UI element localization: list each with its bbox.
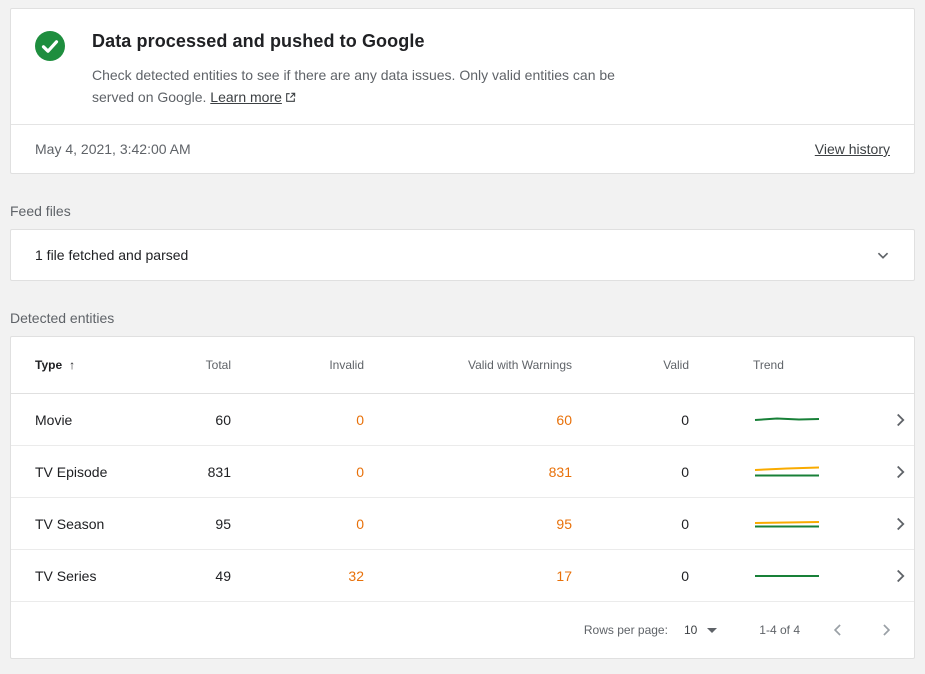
last-run-timestamp: May 4, 2021, 3:42:00 AM	[35, 141, 191, 157]
entity-type: TV Series	[35, 567, 97, 584]
feed-files-section-label: Feed files	[10, 203, 71, 219]
trend-sparkline	[689, 412, 889, 428]
column-header-valid[interactable]: Valid	[663, 358, 689, 372]
table-row[interactable]: Movie 60 0 60 0	[11, 394, 914, 446]
learn-more-link[interactable]: Learn more	[210, 89, 296, 105]
column-header-valid-with-warnings[interactable]: Valid with Warnings	[467, 358, 572, 372]
entity-valid-with-warnings: 831	[548, 463, 572, 480]
column-header-total[interactable]: Total	[205, 358, 231, 372]
previous-page-button[interactable]	[828, 620, 848, 640]
table-row[interactable]: TV Season 95 0 95 0	[11, 498, 914, 550]
entity-invalid: 32	[348, 567, 364, 584]
column-header-type[interactable]: Type ↑	[35, 358, 175, 372]
pagination-bar: Rows per page: 10 1-4 of 4	[11, 602, 914, 658]
pagination-range: 1-4 of 4	[759, 623, 800, 637]
rows-per-page-value: 10	[683, 623, 698, 637]
row-chevron-right-icon[interactable]	[889, 565, 925, 587]
chevron-down-icon[interactable]	[872, 244, 894, 266]
detected-entities-section-label: Detected entities	[10, 310, 115, 326]
column-header-type-label: Type	[35, 358, 63, 372]
row-chevron-right-icon[interactable]	[889, 513, 925, 535]
entity-invalid: 0	[356, 463, 364, 480]
entity-total: 49	[215, 567, 231, 584]
entity-valid: 0	[681, 463, 689, 480]
entity-valid: 0	[681, 515, 689, 532]
dropdown-arrow-icon	[707, 627, 718, 633]
entity-total: 95	[215, 515, 231, 532]
table-row[interactable]: TV Series 49 32 17 0	[11, 550, 914, 602]
detected-entities-table: Type ↑ Total Invalid Valid with Warnings…	[10, 336, 915, 659]
feed-files-expander[interactable]: 1 file fetched and parsed	[10, 229, 915, 281]
feed-files-summary: 1 file fetched and parsed	[35, 247, 189, 263]
trend-sparkline	[689, 568, 889, 584]
rows-per-page-select[interactable]: 10	[683, 623, 718, 637]
status-card-divider	[11, 124, 914, 125]
view-history-link[interactable]: View history	[814, 141, 890, 157]
entity-type: TV Episode	[35, 463, 108, 480]
entity-type: TV Season	[35, 515, 105, 532]
entity-valid: 0	[681, 567, 689, 584]
column-header-invalid[interactable]: Invalid	[329, 358, 364, 372]
status-card-main: Data processed and pushed to Google Chec…	[11, 9, 914, 124]
entity-valid-with-warnings: 60	[556, 411, 572, 428]
trend-sparkline	[689, 516, 889, 532]
status-card-footer: May 4, 2021, 3:42:00 AM View history	[11, 125, 914, 173]
status-text-block: Data processed and pushed to Google Chec…	[92, 31, 657, 108]
entity-invalid: 0	[356, 411, 364, 428]
entity-valid-with-warnings: 17	[556, 567, 572, 584]
rows-per-page-label: Rows per page:	[583, 623, 668, 637]
entity-total: 60	[215, 411, 231, 428]
entity-valid: 0	[681, 411, 689, 428]
table-header-row: Type ↑ Total Invalid Valid with Warnings…	[11, 337, 914, 394]
row-chevron-right-icon[interactable]	[889, 409, 925, 431]
entity-type: Movie	[35, 411, 73, 428]
check-circle-icon	[35, 31, 65, 108]
sort-ascending-icon: ↑	[69, 358, 76, 372]
status-card: Data processed and pushed to Google Chec…	[10, 8, 915, 174]
row-chevron-right-icon[interactable]	[889, 461, 925, 483]
trend-sparkline	[689, 464, 889, 480]
status-description-text: Check detected entities to see if there …	[92, 67, 615, 105]
entity-valid-with-warnings: 95	[556, 515, 572, 532]
status-title: Data processed and pushed to Google	[92, 31, 425, 51]
learn-more-label: Learn more	[210, 89, 282, 105]
status-description: Check detected entities to see if there …	[92, 64, 657, 108]
entity-invalid: 0	[356, 515, 364, 532]
next-page-button[interactable]	[876, 620, 896, 640]
external-link-icon	[282, 89, 296, 105]
column-header-trend: Trend	[753, 358, 784, 372]
table-row[interactable]: TV Episode 831 0 831 0	[11, 446, 914, 498]
entity-total: 831	[207, 463, 231, 480]
